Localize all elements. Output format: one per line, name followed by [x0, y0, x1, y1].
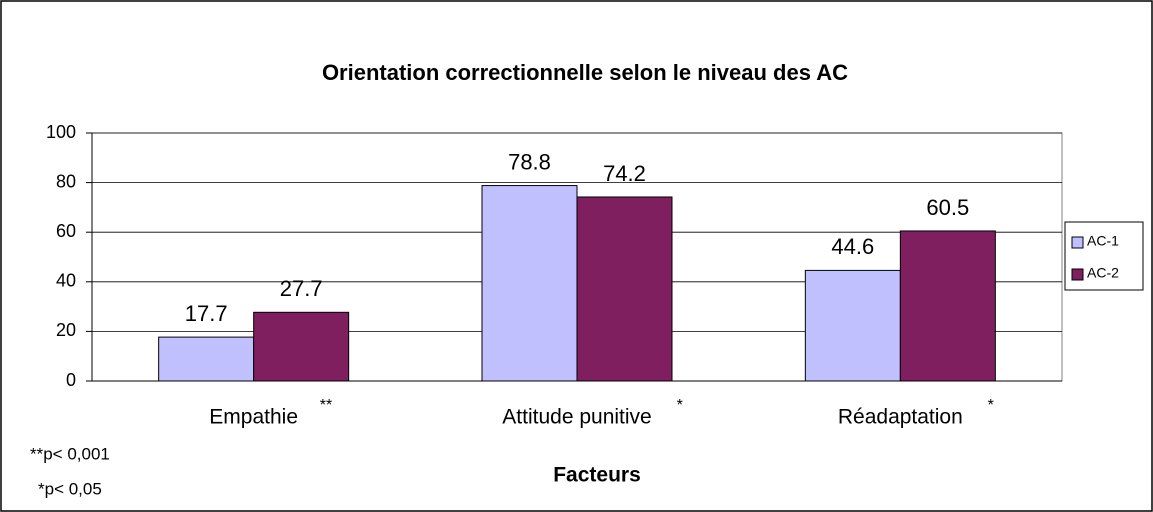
bar — [481, 185, 578, 382]
footnote: **p< 0,001 — [30, 444, 110, 463]
bar — [804, 269, 901, 382]
y-tick-label: 100 — [46, 122, 76, 142]
bar — [576, 196, 673, 382]
y-tick-label: 40 — [56, 271, 76, 291]
footnote: *p< 0,05 — [38, 479, 102, 498]
x-tick-label: Réadaptation — [838, 406, 963, 429]
category-mark: ** — [320, 397, 332, 414]
category-mark: * — [988, 397, 994, 414]
y-tick-label: 80 — [56, 171, 76, 191]
value-label: 78.8 — [508, 149, 551, 174]
value-label: 17.7 — [185, 301, 228, 326]
bar — [253, 311, 350, 382]
x-tick-label: Empathie — [209, 406, 298, 429]
bar — [158, 336, 255, 382]
legend-swatch — [1071, 268, 1084, 281]
category-mark: * — [677, 397, 683, 414]
y-tick-label: 60 — [56, 221, 76, 241]
legend-swatch — [1071, 236, 1084, 249]
legend-label: AC-2 — [1087, 265, 1119, 281]
value-label: 27.7 — [280, 276, 323, 301]
legend-label: AC-1 — [1087, 233, 1119, 249]
value-label: 74.2 — [603, 161, 646, 186]
chart-title: Orientation correctionnelle selon le niv… — [322, 60, 848, 85]
x-tick-label: Attitude punitive — [502, 406, 651, 429]
y-tick-label: 0 — [66, 370, 76, 390]
x-axis-title: Facteurs — [553, 464, 641, 487]
value-label: 44.6 — [831, 234, 874, 259]
value-label: 60.5 — [926, 195, 969, 220]
bar — [899, 230, 996, 382]
y-tick-label: 20 — [56, 320, 76, 340]
